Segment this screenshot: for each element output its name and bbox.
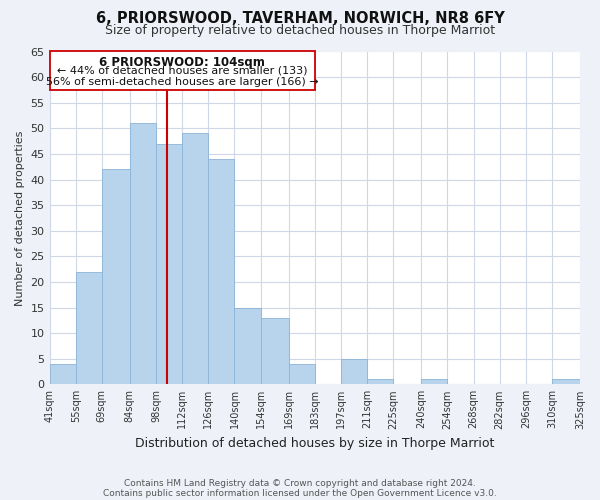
Y-axis label: Number of detached properties: Number of detached properties [15, 130, 25, 306]
Bar [235, 308, 260, 384]
Bar [367, 379, 393, 384]
Text: 6, PRIORSWOOD, TAVERHAM, NORWICH, NR8 6FY: 6, PRIORSWOOD, TAVERHAM, NORWICH, NR8 6F… [95, 11, 505, 26]
Bar [102, 170, 130, 384]
Text: Contains public sector information licensed under the Open Government Licence v3: Contains public sector information licen… [103, 488, 497, 498]
Text: Contains HM Land Registry data © Crown copyright and database right 2024.: Contains HM Land Registry data © Crown c… [124, 478, 476, 488]
Text: 56% of semi-detached houses are larger (166) →: 56% of semi-detached houses are larger (… [46, 77, 319, 87]
Text: 6 PRIORSWOOD: 104sqm: 6 PRIORSWOOD: 104sqm [99, 56, 265, 68]
FancyBboxPatch shape [50, 52, 315, 90]
Bar [552, 379, 580, 384]
Bar [76, 272, 102, 384]
Bar [289, 364, 315, 384]
Text: ← 44% of detached houses are smaller (133): ← 44% of detached houses are smaller (13… [57, 66, 307, 76]
Bar [421, 379, 448, 384]
Bar [208, 159, 235, 384]
Bar [130, 123, 156, 384]
X-axis label: Distribution of detached houses by size in Thorpe Marriot: Distribution of detached houses by size … [135, 437, 494, 450]
Bar [156, 144, 182, 384]
Bar [260, 318, 289, 384]
Bar [182, 134, 208, 384]
Bar [341, 358, 367, 384]
Text: Size of property relative to detached houses in Thorpe Marriot: Size of property relative to detached ho… [105, 24, 495, 37]
Bar [50, 364, 76, 384]
